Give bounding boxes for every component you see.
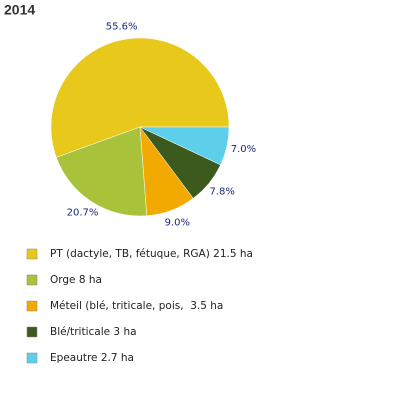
legend-swatch [26,300,38,312]
legend-label: Méteil (blé, triticale, pois, 3.5 ha [50,300,223,312]
slice-label: 7.0% [231,144,256,155]
pie-slice [50,37,230,158]
legend-swatch [26,248,38,260]
chart-title: 2014 [4,2,35,18]
legend-swatch [26,274,38,286]
pie-slice [139,126,230,166]
legend-label: Orge 8 ha [50,274,102,286]
slice-label: 20.7% [67,208,99,219]
slice-label: 55.6% [106,22,138,33]
legend-swatch [26,352,38,364]
slice-label: 7.8% [209,186,234,197]
slice-label: 9.0% [165,217,190,228]
legend-label: Epeautre 2.7 ha [50,352,134,364]
legend-label: Blé/triticale 3 ha [50,326,137,338]
pie-slice [56,126,148,217]
legend-swatch [26,326,38,338]
legend-label: PT (dactyle, TB, fétuque, RGA) 21.5 ha [50,248,253,260]
